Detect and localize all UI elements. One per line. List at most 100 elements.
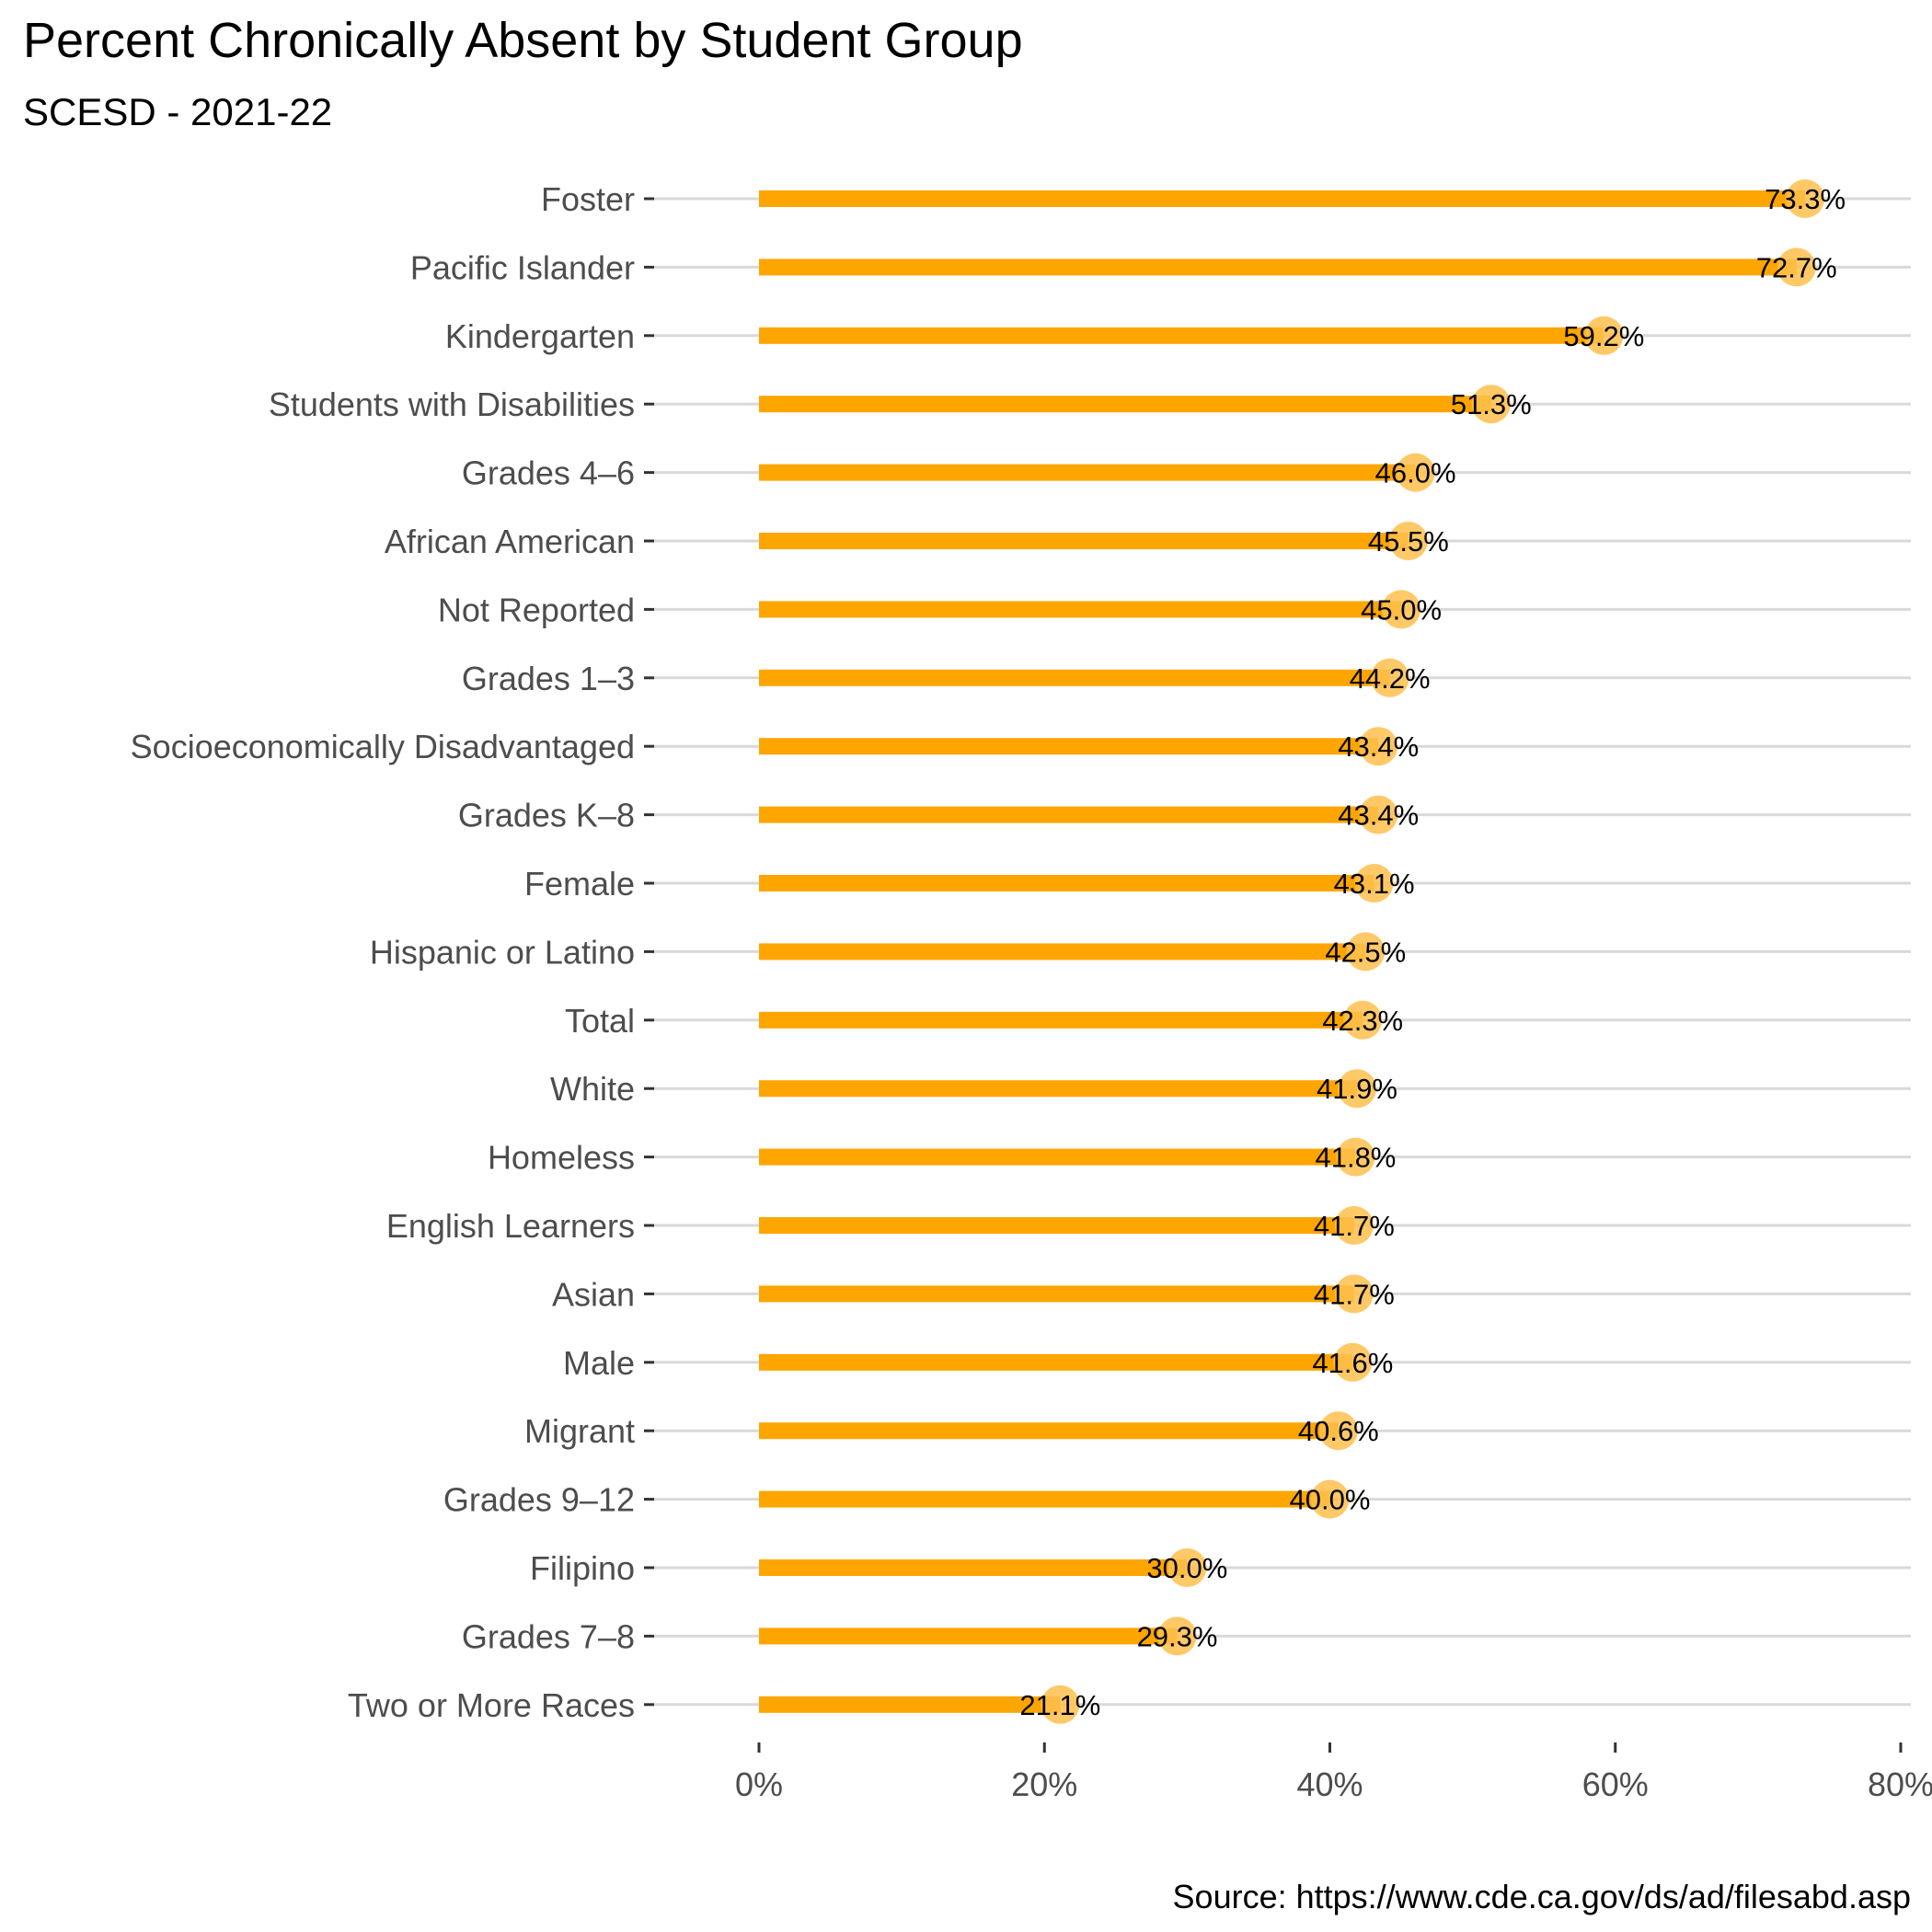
value-label: 40.0% <box>1290 1484 1371 1516</box>
category-label: Two or More Races <box>348 1686 635 1724</box>
data-point <box>1370 658 1409 697</box>
bar <box>759 1217 1354 1234</box>
bar <box>759 396 1491 413</box>
x-tick-label: 80% <box>1868 1765 1932 1803</box>
x-tick-label: 0% <box>735 1765 783 1803</box>
x-tick-label: 60% <box>1582 1765 1649 1803</box>
category-label: Students with Disabilities <box>269 385 635 423</box>
data-point <box>1584 316 1624 355</box>
category-label: Female <box>524 865 635 903</box>
data-point <box>1354 864 1394 903</box>
value-label: 29.3% <box>1137 1620 1218 1652</box>
value-label: 42.3% <box>1322 1005 1403 1037</box>
data-point <box>1310 1479 1350 1519</box>
value-label: 21.1% <box>1019 1689 1100 1721</box>
category-label: Hispanic or Latino <box>370 933 635 971</box>
bar <box>759 1490 1330 1508</box>
value-label: 30.0% <box>1146 1552 1227 1584</box>
category-label: Male <box>563 1344 635 1382</box>
value-label: 46.0% <box>1375 457 1456 489</box>
chart-title: Percent Chronically Absent by Student Gr… <box>23 13 1023 68</box>
value-label: 45.0% <box>1361 593 1442 626</box>
value-label: 43.4% <box>1338 730 1419 763</box>
value-label: 41.6% <box>1312 1347 1393 1379</box>
value-label: 59.2% <box>1563 320 1644 352</box>
category-label: Socioeconomically Disadvantaged <box>131 728 635 765</box>
bar <box>759 1080 1357 1098</box>
bar <box>759 327 1604 344</box>
category-label: Grades K–8 <box>458 797 635 834</box>
bar <box>759 1627 1178 1645</box>
category-label: Kindergarten <box>445 317 635 355</box>
value-label: 51.3% <box>1451 388 1532 420</box>
data-point <box>1157 1616 1197 1656</box>
data-point <box>1359 795 1398 834</box>
bar <box>759 806 1379 823</box>
category-label: African American <box>385 523 635 560</box>
data-point <box>1336 1137 1375 1177</box>
value-label: 40.6% <box>1298 1415 1379 1447</box>
bar <box>759 669 1390 686</box>
category-label: English Learners <box>386 1207 635 1245</box>
data-point <box>1318 1411 1358 1451</box>
bar <box>759 533 1409 549</box>
value-label: 41.7% <box>1314 1278 1395 1310</box>
chart-caption: Source: https://www.cde.ca.gov/ds/ad/fil… <box>1173 1878 1911 1915</box>
category-label: White <box>550 1070 635 1108</box>
data-point <box>1786 179 1825 218</box>
bar <box>759 601 1402 618</box>
data-point <box>1359 727 1398 766</box>
bar <box>759 464 1416 481</box>
bar <box>759 943 1366 960</box>
category-label: Not Reported <box>438 591 635 628</box>
data-point <box>1167 1548 1207 1587</box>
category-label: Grades 9–12 <box>443 1481 635 1519</box>
category-label: Foster <box>541 180 635 218</box>
data-point <box>1041 1685 1080 1724</box>
bar <box>759 1285 1354 1303</box>
data-point <box>1382 590 1421 629</box>
value-label: 72.7% <box>1756 251 1837 283</box>
bar <box>759 1559 1188 1576</box>
value-label: 45.5% <box>1368 525 1449 558</box>
bar <box>759 875 1374 891</box>
value-label: 73.3% <box>1765 183 1846 215</box>
data-point <box>1396 453 1435 492</box>
bar <box>759 1696 1061 1713</box>
category-label: Migrant <box>524 1412 635 1450</box>
value-label: 43.1% <box>1334 868 1415 900</box>
points <box>1041 179 1825 1724</box>
data-point <box>1346 932 1386 972</box>
value-label: 44.2% <box>1350 662 1431 695</box>
value-label: 41.9% <box>1317 1073 1397 1105</box>
bar <box>759 738 1379 755</box>
category-label: Asian <box>552 1275 635 1313</box>
data-point <box>1334 1206 1374 1245</box>
data-point <box>1334 1274 1374 1314</box>
bar <box>759 1011 1363 1029</box>
chart-subtitle: SCESD - 2021-22 <box>23 90 332 133</box>
category-label: Grades 1–3 <box>462 660 635 697</box>
data-point <box>1337 1069 1376 1109</box>
bars <box>759 190 1806 1713</box>
category-label: Total <box>565 1002 635 1040</box>
y-axis: Foster Pacific Islander Kindergarten Studen… <box>131 180 654 1724</box>
category-label: Grades 4–6 <box>462 454 635 492</box>
data-point <box>1343 1000 1383 1040</box>
data-point <box>1471 385 1511 424</box>
category-label: Filipino <box>530 1549 635 1587</box>
category-label: Homeless <box>488 1139 635 1177</box>
bar <box>759 1148 1356 1166</box>
data-point <box>1388 522 1428 560</box>
data-point <box>1333 1342 1373 1382</box>
bar <box>759 259 1797 276</box>
bar <box>759 1422 1339 1440</box>
value-label: 41.7% <box>1314 1210 1395 1242</box>
bar <box>759 1353 1353 1371</box>
data-point <box>1777 247 1816 287</box>
category-label: Pacific Islander <box>410 248 635 286</box>
x-axis: 0% 20% 40% 60% 80% <box>735 1742 1932 1803</box>
value-label: 43.4% <box>1338 799 1419 832</box>
value-labels: 73.3% 72.7% 59.2% 51.3% 46.0% 45.5% 45.0% 44.2%… <box>1019 183 1846 1721</box>
